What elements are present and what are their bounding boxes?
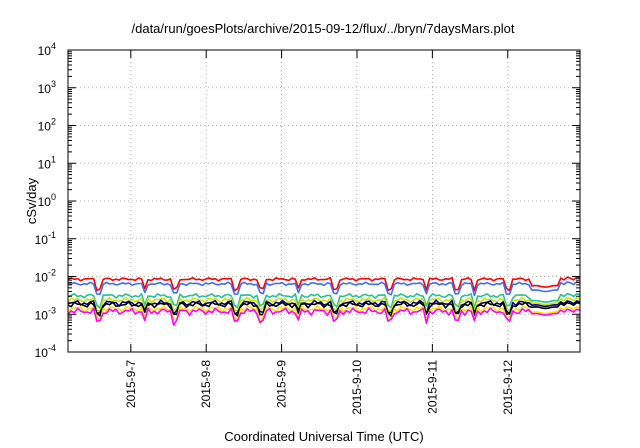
chart-title: /data/run/goesPlots/archive/2015-09-12/f… bbox=[132, 21, 515, 36]
y-tick-label: 10-2 bbox=[35, 268, 56, 285]
series-group bbox=[67, 276, 581, 326]
y-axis-label: cSv/day bbox=[24, 177, 39, 224]
x-tick-label: 2015-9-9 bbox=[275, 360, 289, 408]
x-axis-label: Coordinated Universal Time (UTC) bbox=[224, 429, 423, 444]
y-tick-label: 103 bbox=[38, 79, 56, 96]
y-tick-label: 10-1 bbox=[35, 230, 56, 247]
series-line bbox=[67, 307, 581, 326]
y-tick-label: 104 bbox=[38, 41, 56, 58]
y-tick-label: 100 bbox=[38, 192, 56, 209]
x-tick-label: 2015-9-8 bbox=[199, 360, 213, 408]
series-line bbox=[67, 280, 581, 297]
x-tick-label: 2015-9-11 bbox=[425, 360, 439, 414]
x-tick-label: 2015-9-12 bbox=[501, 360, 515, 415]
x-tick-label: 2015-9-10 bbox=[350, 360, 364, 415]
series-line bbox=[67, 304, 581, 323]
y-tick-label: 101 bbox=[38, 154, 56, 171]
series-line bbox=[67, 292, 581, 310]
series-line bbox=[67, 301, 581, 318]
y-tick-label: 10-4 bbox=[35, 343, 56, 360]
series-line bbox=[67, 276, 581, 292]
y-tick-label: 102 bbox=[38, 117, 56, 134]
y-tick-label: 10-3 bbox=[35, 305, 56, 322]
series-line bbox=[67, 296, 581, 314]
x-axis: 2015-9-7 2015-9-8 2015-9-9 2015-9-10 2015-9-… bbox=[124, 50, 515, 415]
x-tick-label: 2015-9-7 bbox=[124, 360, 138, 408]
y-axis: 104 103 102 101 100 10-1 10-2 10-3 10-4 bbox=[35, 41, 580, 360]
